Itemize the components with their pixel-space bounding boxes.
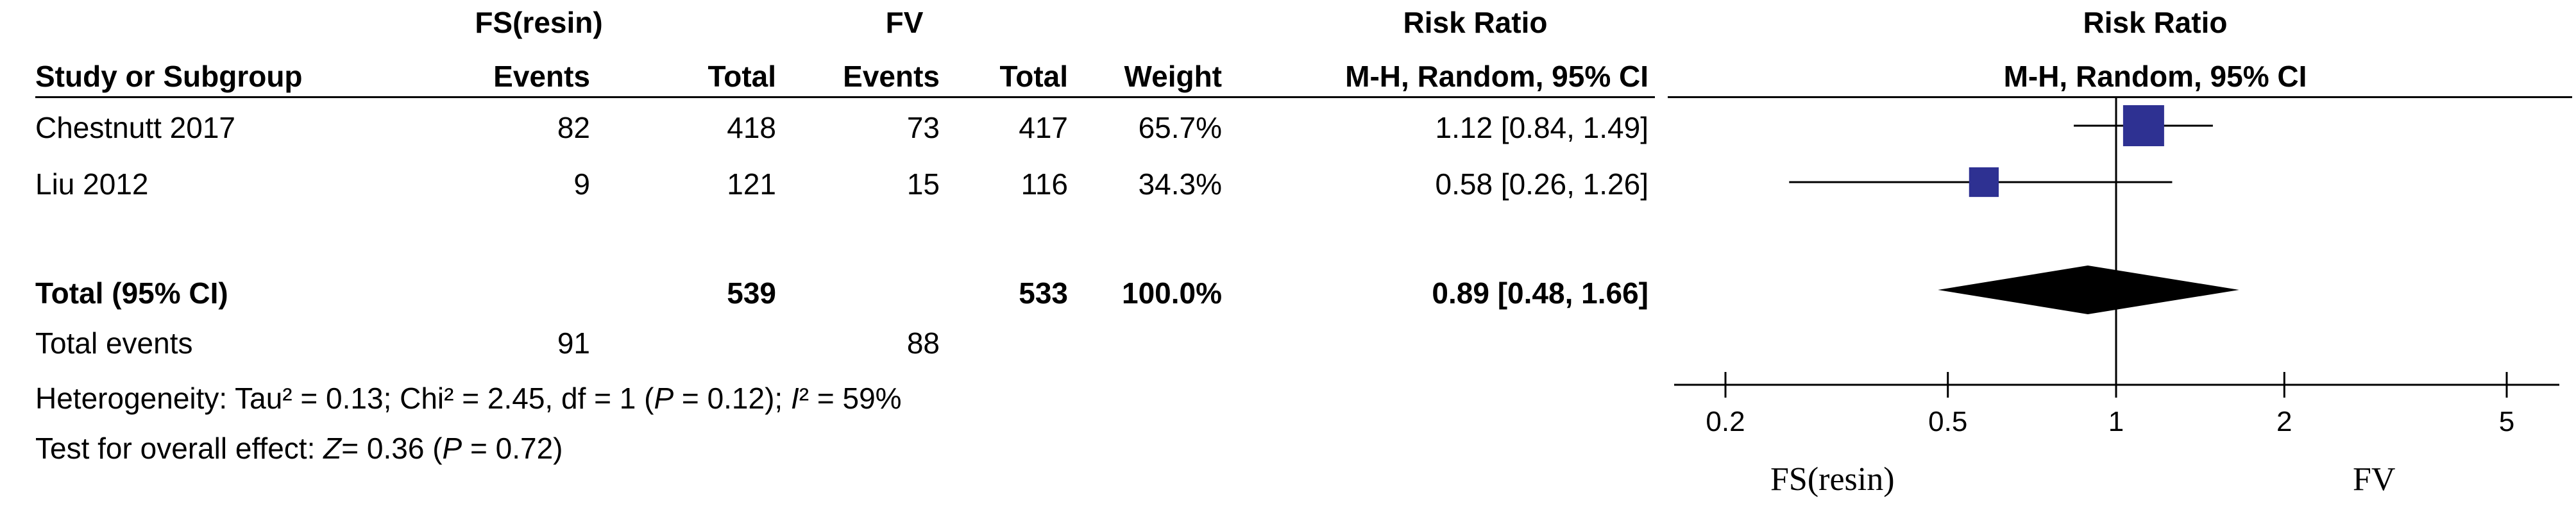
ci-value: 0.58 [0.26, 1.26] [1435, 167, 1649, 201]
group1-header: FS(resin) [475, 6, 603, 39]
study-name: Chestnutt 2017 [35, 111, 236, 144]
total-events2: 88 [906, 326, 940, 360]
study-effect-square [1969, 167, 1999, 198]
header-divider-table [35, 96, 1655, 98]
events1-column-header: Events [493, 60, 590, 93]
x-tick-label: 2 [2276, 406, 2292, 437]
total-events-label: Total events [35, 326, 193, 360]
risk-ratio-plot-header: Risk Ratio [2083, 6, 2228, 39]
events2-value: 15 [906, 167, 940, 201]
total1-value: 418 [727, 111, 776, 144]
favours-right-label: FV [2353, 461, 2396, 498]
group2-header: FV [885, 6, 924, 39]
pooled-effect-diamond [1938, 266, 2239, 314]
heterogeneity-text: Heterogeneity: Tau² = 0.13; Chi² = 2.45,… [35, 382, 902, 415]
events2-value: 73 [906, 111, 940, 144]
weight-value: 34.3% [1138, 167, 1222, 201]
total-label: Total (95% CI) [35, 276, 228, 310]
total2-sum: 533 [1019, 276, 1068, 310]
study-column-header: Study or Subgroup [35, 60, 303, 93]
pooled-ci-value: 0.89 [0.48, 1.66] [1432, 276, 1648, 310]
method-plot-header: M-H, Random, 95% CI [2003, 60, 2307, 93]
total1-column-header: Total [708, 60, 776, 93]
x-tick-label: 5 [2499, 406, 2514, 437]
weight-value: 65.7% [1138, 111, 1222, 144]
study-effect-square [2123, 105, 2164, 146]
total2-column-header: Total [999, 60, 1068, 93]
favours-left-label: FS(resin) [1770, 461, 1895, 498]
weight-column-header: Weight [1124, 60, 1222, 93]
events1-value: 9 [573, 167, 590, 201]
events1-value: 82 [557, 111, 590, 144]
ci-value: 1.12 [0.84, 1.49] [1435, 111, 1649, 144]
weight-sum: 100.0% [1121, 276, 1222, 310]
total1-sum: 539 [727, 276, 776, 310]
study-name: Liu 2012 [35, 167, 149, 201]
x-tick-label: 0.5 [1928, 406, 1967, 437]
x-tick-label: 1 [2108, 406, 2124, 437]
total2-value: 417 [1019, 111, 1068, 144]
x-tick-label: 0.2 [1706, 406, 1745, 437]
total1-value: 121 [727, 167, 776, 201]
method-column-header: M-H, Random, 95% CI [1345, 60, 1648, 93]
events2-column-header: Events [843, 60, 940, 93]
risk-ratio-col-header: Risk Ratio [1403, 6, 1548, 39]
total2-value: 116 [1021, 167, 1068, 201]
header-divider-plot [1668, 96, 2572, 98]
overall-effect-text: Test for overall effect: Z= 0.36 (P = 0.… [35, 432, 563, 465]
total-events1: 91 [557, 326, 590, 360]
